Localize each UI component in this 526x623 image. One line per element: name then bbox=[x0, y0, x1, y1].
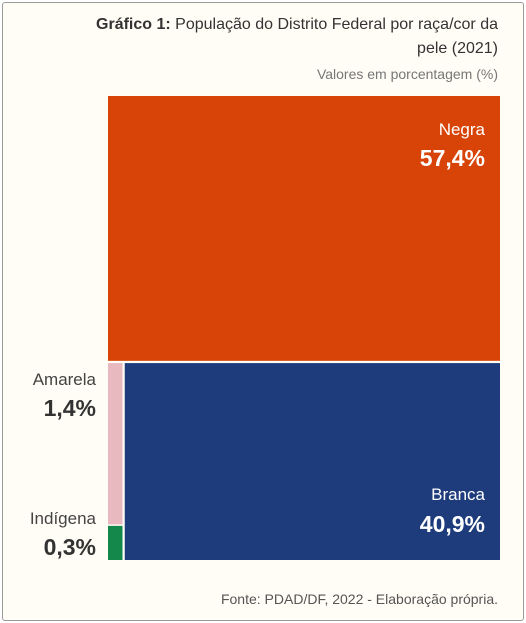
chart-subtitle: Valores em porcentagem (%) bbox=[316, 66, 498, 82]
label-negra-value: 57,4% bbox=[420, 145, 485, 171]
rect-amarela bbox=[108, 363, 123, 525]
label-indigena-value: 0,3% bbox=[44, 534, 96, 560]
label-indigena-name: Indígena bbox=[30, 509, 97, 528]
label-branca-name: Branca bbox=[431, 485, 485, 504]
label-amarela-name: Amarela bbox=[33, 370, 97, 389]
label-negra-name: Negra bbox=[439, 120, 486, 139]
chart-title: Gráfico 1: População do Distrito Federal… bbox=[78, 13, 498, 61]
rect-indigena bbox=[108, 525, 123, 560]
chart-source: Fonte: PDAD/DF, 2022 - Elaboração própri… bbox=[220, 591, 498, 607]
chart-title-text: População do Distrito Federal por raça/c… bbox=[175, 16, 498, 57]
rect-negra bbox=[108, 96, 500, 361]
rect-branca bbox=[124, 363, 500, 560]
label-branca-value: 40,9% bbox=[420, 511, 485, 537]
chart-title-bold: Gráfico 1: bbox=[96, 16, 171, 33]
treemap-chart: Negra 57,4% Branca 40,9% Amarela 1,4% Indígena… bbox=[30, 96, 500, 560]
label-amarela-value: 1,4% bbox=[44, 395, 96, 421]
